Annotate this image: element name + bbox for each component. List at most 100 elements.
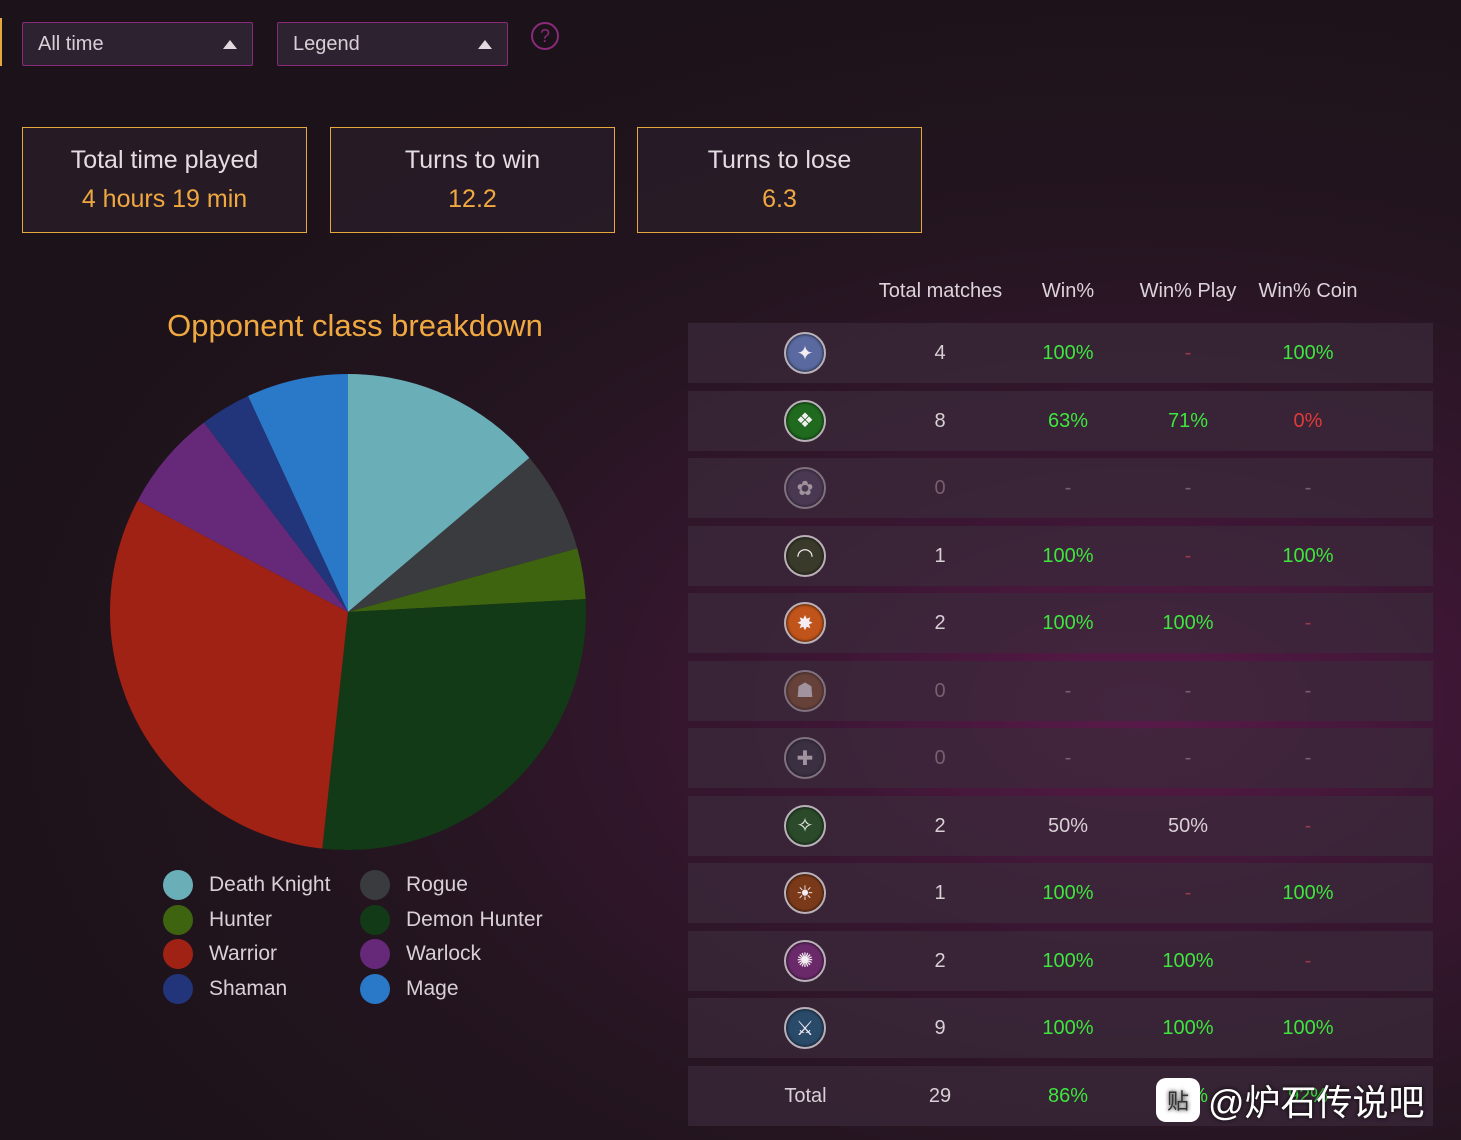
hunter-icon: ◠ bbox=[784, 534, 826, 577]
win-percent-cell: 100% bbox=[1042, 949, 1094, 972]
pie-slice-warlock[interactable] bbox=[137, 422, 348, 612]
table-row[interactable]: ⚔ 9 100% 100% 100% bbox=[688, 998, 1433, 1058]
total-matches-cell: 1 bbox=[934, 882, 946, 904]
win-percent-play-cell: 100% bbox=[1162, 1017, 1214, 1039]
win-percent-play-cell: 100% bbox=[1162, 949, 1214, 972]
table-row[interactable]: ✚ 0 - - - bbox=[688, 728, 1433, 788]
table-row[interactable]: ✸ 2 100% 100% - bbox=[688, 593, 1433, 653]
win-percent-cell: - bbox=[1064, 747, 1072, 769]
legend-swatch bbox=[163, 973, 193, 1004]
table-row[interactable]: ☀ 1 100% - 100% bbox=[688, 863, 1433, 923]
legend-swatch bbox=[163, 904, 193, 935]
total-matches-cell: 0 bbox=[934, 747, 946, 769]
win-percent-play-cell: - bbox=[1184, 679, 1192, 702]
filter-bar: All time Legend ? bbox=[0, 0, 1461, 80]
priest-icon: ✚ bbox=[784, 737, 826, 779]
total-matches-cell: 4 bbox=[934, 342, 946, 364]
total-matches-cell: 2 bbox=[934, 949, 946, 972]
legend-swatch bbox=[360, 939, 390, 969]
legend-item: Shaman bbox=[163, 973, 288, 1004]
stat-value: 4 hours 19 min bbox=[81, 185, 248, 213]
legend-label: Death Knight bbox=[209, 873, 331, 896]
table-row[interactable]: ✺ 2 100% 100% - bbox=[688, 930, 1433, 991]
total-matches-value: 29 bbox=[928, 1085, 952, 1107]
win-percent-cell: - bbox=[1064, 477, 1072, 499]
win-percent-cell: 100% bbox=[1042, 882, 1094, 904]
death-knight-icon: ✦ bbox=[784, 332, 826, 374]
tieba-logo-icon: 贴 bbox=[1156, 1078, 1200, 1122]
legend-item: Warrior bbox=[163, 939, 277, 969]
legend-swatch bbox=[360, 870, 390, 900]
pie-slice-warrior[interactable] bbox=[110, 500, 348, 849]
header-win-percent-coin: Win% Coin bbox=[1258, 280, 1358, 302]
stat-title: Turns to lose bbox=[707, 146, 852, 174]
druid-icon: ✿ bbox=[784, 467, 826, 509]
total-matches-cell: 0 bbox=[934, 679, 946, 702]
warlock-icon: ✺ bbox=[784, 939, 826, 982]
win-percent-cell: 100% bbox=[1042, 544, 1094, 567]
win-percent-cell: 63% bbox=[1047, 409, 1089, 432]
win-percent-coin-cell: 100% bbox=[1282, 882, 1334, 904]
win-percent-coin-cell: - bbox=[1304, 477, 1312, 499]
table-row[interactable]: ✦ 4 100% - 100% bbox=[688, 323, 1433, 383]
pie-slice-rogue[interactable] bbox=[348, 457, 578, 612]
pie-slice-shaman[interactable] bbox=[203, 395, 348, 612]
win-percent-play-cell: 50% bbox=[1167, 814, 1209, 837]
total-matches-cell: 8 bbox=[934, 409, 946, 432]
time-range-dropdown[interactable]: All time bbox=[22, 22, 253, 66]
legend-label: Warlock bbox=[406, 942, 482, 965]
win-percent-coin-cell: - bbox=[1304, 949, 1312, 972]
total-matches-cell: 2 bbox=[934, 612, 946, 634]
rank-filter-label: Legend bbox=[293, 32, 360, 55]
stat-title: Total time played bbox=[70, 146, 259, 174]
rank-filter-dropdown[interactable]: Legend bbox=[277, 22, 508, 66]
legend-label: Demon Hunter bbox=[406, 907, 543, 931]
caret-up-icon bbox=[478, 39, 492, 49]
win-percent-coin-cell: 100% bbox=[1282, 544, 1334, 567]
rogue-icon: ✧ bbox=[784, 804, 826, 847]
caret-up-icon bbox=[223, 39, 237, 49]
stat-turns-to-lose: Turns to lose 6.3 bbox=[637, 127, 922, 233]
table-row[interactable]: ❖ 8 63% 71% 0% bbox=[688, 390, 1433, 451]
stat-turns-to-win: Turns to win 12.2 bbox=[330, 127, 615, 233]
legend-label: Warrior bbox=[209, 942, 278, 965]
paladin-icon: ☗ bbox=[784, 669, 826, 712]
legend-label: Mage bbox=[406, 976, 459, 1000]
legend-item: Mage bbox=[360, 973, 459, 1004]
opponent-class-pie-chart bbox=[110, 374, 586, 850]
total-matches-cell: 1 bbox=[934, 544, 946, 567]
win-percent-cell: 50% bbox=[1047, 814, 1089, 837]
win-percent-cell: 100% bbox=[1042, 342, 1094, 364]
win-percent-coin-cell: 100% bbox=[1282, 342, 1334, 364]
table-row[interactable]: ◠ 1 100% - 100% bbox=[688, 525, 1433, 586]
win-percent-play-cell: - bbox=[1184, 544, 1192, 567]
win-percent-play-cell: - bbox=[1184, 477, 1192, 499]
pie-slice-mage[interactable] bbox=[248, 374, 348, 612]
legend-item: Rogue bbox=[360, 870, 468, 900]
legend-label: Hunter bbox=[209, 907, 273, 931]
pie-slice-death-knight[interactable] bbox=[348, 374, 530, 612]
legend-label: Rogue bbox=[406, 873, 468, 896]
total-matches-cell: 9 bbox=[934, 1017, 946, 1039]
stat-title: Turns to win bbox=[404, 146, 541, 174]
legend-swatch bbox=[163, 870, 193, 900]
legend-label: Shaman bbox=[209, 976, 288, 1000]
pie-slice-hunter[interactable] bbox=[348, 548, 586, 612]
table-total-row: Total 29 86% 86% 92% bbox=[688, 1066, 1433, 1126]
total-coin-value: 92% bbox=[1287, 1085, 1329, 1107]
win-percent-cell: - bbox=[1064, 679, 1072, 702]
pie-slice-demon-hunter[interactable] bbox=[322, 599, 586, 850]
table-row[interactable]: ✧ 2 50% 50% - bbox=[688, 795, 1433, 856]
shaman-icon: ☀ bbox=[784, 872, 826, 914]
total-matches-cell: 2 bbox=[934, 814, 946, 837]
help-icon[interactable]: ? bbox=[531, 22, 559, 50]
win-percent-coin-cell: 0% bbox=[1293, 409, 1323, 432]
warrior-icon: ⚔ bbox=[784, 1007, 826, 1049]
table-row[interactable]: ✿ 0 - - - bbox=[688, 458, 1433, 518]
total-matches-cell: 0 bbox=[934, 477, 946, 499]
win-percent-coin-cell: 100% bbox=[1282, 1017, 1334, 1039]
legend-item: Death Knight bbox=[163, 870, 330, 900]
table-row[interactable]: ☗ 0 - - - bbox=[688, 660, 1433, 721]
win-percent-cell: 100% bbox=[1042, 612, 1094, 634]
total-label: Total bbox=[784, 1085, 827, 1107]
